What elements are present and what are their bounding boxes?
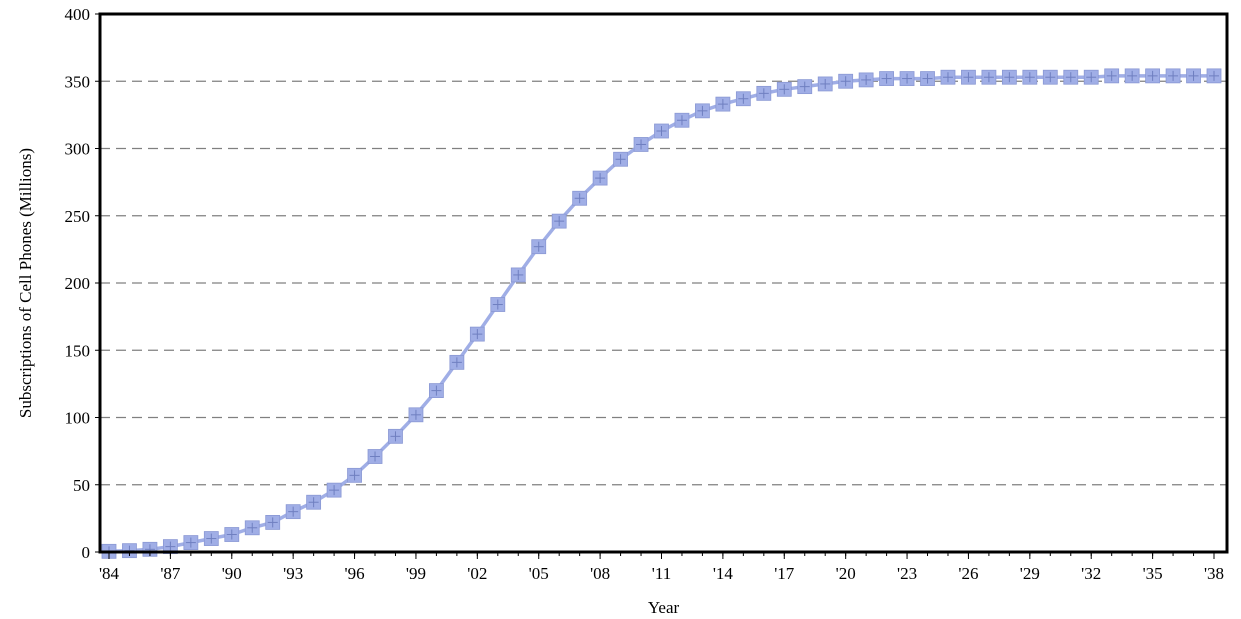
y-tick-label: 0 xyxy=(82,543,91,562)
y-tick-label: 100 xyxy=(65,409,91,428)
data-point-marker xyxy=(285,504,301,520)
data-point-marker xyxy=(776,81,792,97)
y-tick-label: 300 xyxy=(65,140,91,159)
y-tick-label: 200 xyxy=(65,274,91,293)
y-tick-label: 350 xyxy=(65,72,91,91)
data-point-marker xyxy=(899,71,915,86)
data-point-marker xyxy=(592,170,608,186)
data-point-marker xyxy=(879,71,894,86)
data-point-marker xyxy=(613,151,628,167)
series-line xyxy=(108,74,1214,554)
data-point-marker xyxy=(735,91,751,107)
data-point-marker xyxy=(1104,68,1120,84)
y-tick-label: 50 xyxy=(73,476,90,495)
data-point-marker xyxy=(203,531,219,546)
data-point-marker xyxy=(961,69,976,85)
data-point-marker xyxy=(1206,68,1222,84)
x-tick-label: '35 xyxy=(1143,564,1163,583)
x-tick-label: '96 xyxy=(345,564,365,583)
data-point-marker xyxy=(1145,68,1161,84)
data-point-marker xyxy=(981,69,997,85)
x-tick-label: '90 xyxy=(222,564,242,583)
y-tick-label: 250 xyxy=(65,207,91,226)
data-point-marker xyxy=(1063,69,1079,85)
x-tick-label: '29 xyxy=(1020,564,1040,583)
series-layer xyxy=(101,68,1222,559)
data-point-marker xyxy=(1186,68,1201,84)
x-tick-label: '02 xyxy=(467,564,487,583)
data-point-marker xyxy=(326,482,342,498)
x-tick-label: '20 xyxy=(836,564,856,583)
y-tick-label: 150 xyxy=(65,341,91,360)
data-point-marker xyxy=(756,85,772,101)
data-point-marker xyxy=(429,383,444,399)
data-point-marker xyxy=(531,239,547,255)
x-tick-label: '11 xyxy=(652,564,671,583)
data-point-marker xyxy=(265,515,281,530)
x-tick-label: '38 xyxy=(1204,564,1224,583)
data-point-marker xyxy=(449,354,465,370)
data-point-marker xyxy=(674,112,690,128)
y-tick-label: 400 xyxy=(65,5,91,24)
data-point-marker xyxy=(162,539,178,555)
x-tick-label: '08 xyxy=(590,564,610,583)
data-point-marker xyxy=(367,449,383,464)
data-point-marker xyxy=(224,527,240,542)
data-point-marker xyxy=(858,72,874,88)
data-point-marker xyxy=(695,103,710,119)
data-point-marker xyxy=(347,467,362,483)
data-point-marker xyxy=(1124,68,1140,84)
x-tick-label: '14 xyxy=(713,564,734,583)
data-point-marker xyxy=(490,297,506,312)
data-point-marker xyxy=(510,267,526,283)
data-point-marker xyxy=(920,71,935,86)
x-tick-label: '05 xyxy=(529,564,549,583)
data-point-marker xyxy=(1022,69,1038,85)
x-tick-label: '26 xyxy=(958,564,978,583)
x-tick-label: '87 xyxy=(160,564,181,583)
x-tick-label: '99 xyxy=(406,564,426,583)
x-tick-label: '23 xyxy=(897,564,917,583)
data-point-marker xyxy=(633,137,649,152)
data-point-marker xyxy=(469,326,485,342)
data-point-marker xyxy=(817,76,833,92)
data-point-marker xyxy=(1001,69,1017,85)
data-point-marker xyxy=(183,535,199,550)
data-point-marker xyxy=(1165,68,1181,84)
data-point-marker xyxy=(1083,69,1099,85)
y-axis-title: Subscriptions of Cell Phones (Millions) xyxy=(16,148,35,418)
data-point-marker xyxy=(715,96,731,112)
gridlines xyxy=(100,80,1227,486)
x-tick-label: '17 xyxy=(774,564,795,583)
data-point-marker xyxy=(838,73,854,89)
data-point-marker xyxy=(551,213,567,229)
data-point-marker xyxy=(244,520,260,536)
x-tick-label: '84 xyxy=(99,564,120,583)
ticks: 0 50 100 150 200 250 300 350 400 '84 '87 '90 '93 '96 '… xyxy=(65,5,1225,583)
data-point-marker xyxy=(1042,69,1058,85)
x-axis-title: Year xyxy=(648,598,680,617)
data-point-marker xyxy=(572,190,588,206)
data-point-marker xyxy=(797,79,813,95)
data-point-marker xyxy=(388,428,403,444)
x-tick-label: '93 xyxy=(283,564,303,583)
data-point-marker xyxy=(940,69,956,85)
data-point-marker xyxy=(306,494,322,510)
data-point-marker xyxy=(408,407,424,423)
data-point-marker xyxy=(654,123,669,139)
x-tick-label: '32 xyxy=(1081,564,1101,583)
